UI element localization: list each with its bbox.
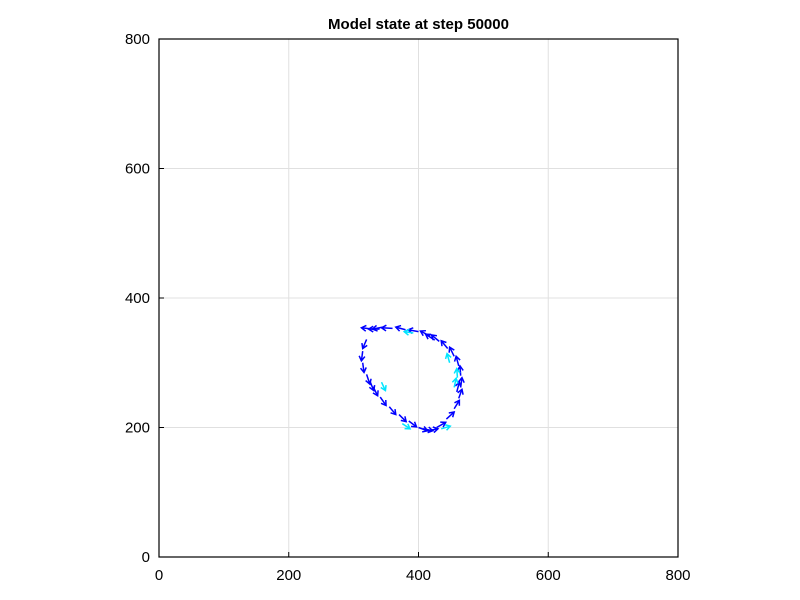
arrow-marker <box>358 350 366 363</box>
y-tick-label: 600 <box>125 161 150 178</box>
arrow-marker <box>448 345 455 357</box>
chart-title: Model state at step 50000 <box>328 16 509 33</box>
arrow-marker <box>422 426 435 434</box>
data-marks <box>358 324 465 434</box>
arrow-marker <box>440 339 449 349</box>
arrow-marker <box>402 328 414 336</box>
arrow-marker <box>441 424 452 431</box>
y-tick-label: 200 <box>125 420 150 437</box>
arrow-marker <box>453 399 461 410</box>
arrow-marker <box>453 354 461 367</box>
arrow-marker <box>408 420 418 428</box>
arrow-marker <box>436 421 447 429</box>
arrow-marker <box>359 362 367 374</box>
arrow-marker <box>445 410 456 420</box>
arrow-marker <box>361 339 368 350</box>
arrow-marker <box>424 333 436 341</box>
arrow-marker <box>401 422 412 430</box>
y-tick-label: 400 <box>125 290 150 307</box>
arrow-marker <box>365 374 372 386</box>
arrow-marker <box>367 325 380 333</box>
arrow-marker <box>388 406 397 416</box>
arrow-marker <box>379 396 387 407</box>
axis-ticks: 0 200 400 600 800 0 200 400 600 800 <box>125 31 691 584</box>
x-tick-label: 0 <box>155 567 163 584</box>
arrow-marker <box>451 376 459 388</box>
x-tick-label: 400 <box>406 567 431 584</box>
arrow-marker <box>380 324 393 332</box>
arrow-marker <box>457 387 464 399</box>
x-tick-label: 600 <box>536 567 561 584</box>
arrow-marker <box>398 414 408 423</box>
arrow-marker <box>394 324 406 332</box>
x-tick-label: 800 <box>665 567 690 584</box>
grid <box>158 38 679 558</box>
arrow-marker <box>453 367 461 378</box>
y-tick-label: 0 <box>142 549 150 566</box>
arrow-marker <box>380 381 387 392</box>
x-tick-label: 200 <box>276 567 301 584</box>
arrow-marker <box>454 380 462 393</box>
arrow-marker <box>444 352 452 363</box>
y-tick-label: 800 <box>125 31 150 48</box>
arrow-marker <box>368 380 376 392</box>
arrow-marker <box>456 364 464 376</box>
